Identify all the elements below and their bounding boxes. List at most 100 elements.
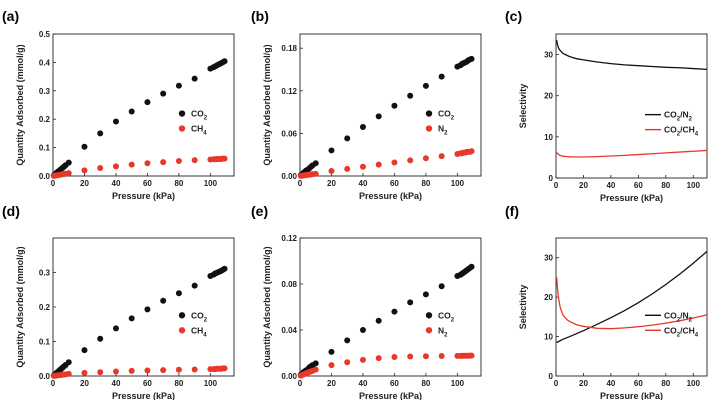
data-point bbox=[65, 370, 72, 377]
data-point bbox=[438, 73, 445, 80]
data-point bbox=[468, 55, 475, 62]
y-axis-label: Quantity Adsorbed (mmol/g) bbox=[15, 246, 25, 367]
data-point bbox=[175, 366, 182, 373]
x-tick-label: 0 bbox=[554, 379, 559, 388]
plot-frame bbox=[555, 33, 708, 179]
y-tick-label: 0.3 bbox=[39, 269, 51, 278]
y-tick-label: 0.3 bbox=[39, 87, 51, 96]
panel-label: (e) bbox=[251, 203, 268, 219]
data-point bbox=[160, 367, 167, 374]
data-point bbox=[175, 82, 182, 89]
data-point bbox=[81, 369, 88, 376]
data-point bbox=[375, 161, 382, 168]
data-point bbox=[191, 282, 198, 289]
x-tick-label: 60 bbox=[634, 379, 643, 388]
legend-label: CH4 bbox=[191, 124, 207, 137]
y-tick-label: 0.00 bbox=[281, 372, 297, 381]
data-point bbox=[359, 124, 366, 131]
data-point bbox=[438, 283, 445, 290]
y-tick-label: 30 bbox=[544, 51, 553, 60]
x-axis-label: Pressure (kPa) bbox=[600, 391, 663, 400]
legend-label: CO2/CH4 bbox=[664, 325, 699, 338]
y-axis-label: Selectivity bbox=[518, 285, 528, 330]
y-tick-label: 10 bbox=[544, 133, 553, 142]
y-tick-label: 0.04 bbox=[281, 326, 297, 335]
data-point bbox=[128, 108, 135, 115]
data-point bbox=[81, 347, 88, 354]
y-tick-label: 0.00 bbox=[281, 172, 297, 181]
data-point bbox=[438, 352, 445, 359]
data-point bbox=[328, 348, 335, 355]
data-point bbox=[468, 148, 475, 155]
series-line bbox=[556, 40, 708, 71]
data-point bbox=[128, 315, 135, 322]
legend-label: CO2/N2 bbox=[664, 310, 693, 323]
data-point bbox=[422, 155, 429, 162]
data-point bbox=[312, 366, 319, 373]
series-line bbox=[556, 277, 708, 330]
panel-label: (a) bbox=[2, 8, 19, 24]
data-point bbox=[359, 356, 366, 363]
legend-label: CO2/CH4 bbox=[664, 125, 699, 138]
chart-panel-2: (b) 0 20 40 60 80 100 0.00 0.06 0.12 0.18 Pressure … bbox=[251, 8, 482, 201]
x-tick-label: 0 bbox=[554, 181, 559, 190]
data-point bbox=[312, 160, 319, 167]
data-point bbox=[191, 366, 198, 373]
series-1 bbox=[556, 250, 708, 344]
x-tick-label: 60 bbox=[634, 181, 643, 190]
series-1 bbox=[50, 265, 228, 379]
data-point bbox=[191, 157, 198, 164]
legend-label: CO2 bbox=[191, 310, 208, 323]
legend-marker bbox=[425, 110, 433, 117]
data-point bbox=[65, 170, 72, 177]
x-tick-label: 20 bbox=[327, 379, 336, 388]
series-2 bbox=[556, 277, 708, 330]
chart-panel-1: (a) 0 20 40 60 80 100 0.0 0.1 0.2 0.3 0.4 0.5 Pressur… bbox=[2, 8, 235, 201]
series-line bbox=[556, 250, 708, 344]
x-tick-label: 40 bbox=[112, 379, 121, 388]
data-point bbox=[221, 365, 228, 372]
data-point bbox=[81, 167, 88, 174]
data-point bbox=[97, 130, 104, 137]
y-tick-label: 0 bbox=[549, 372, 554, 381]
data-point bbox=[128, 161, 135, 168]
y-axis-label: Quantity Adsorbed (mmol/g) bbox=[262, 246, 272, 367]
data-point bbox=[175, 157, 182, 164]
data-point bbox=[391, 102, 398, 109]
y-tick-label: 0.12 bbox=[281, 87, 297, 96]
panel-label: (c) bbox=[505, 8, 522, 24]
x-tick-label: 80 bbox=[174, 379, 183, 388]
x-tick-label: 100 bbox=[204, 379, 218, 388]
y-tick-label: 0.12 bbox=[281, 234, 297, 243]
y-tick-label: 0.0 bbox=[39, 372, 51, 381]
x-tick-label: 100 bbox=[451, 179, 465, 188]
data-point bbox=[391, 159, 398, 166]
y-tick-label: 0.0 bbox=[39, 172, 51, 181]
y-tick-label: 10 bbox=[544, 333, 553, 342]
data-point bbox=[144, 99, 151, 106]
legend-marker bbox=[425, 312, 433, 319]
data-point bbox=[175, 290, 182, 297]
x-tick-label: 0 bbox=[51, 379, 56, 388]
plot-frame bbox=[52, 237, 235, 377]
panel-label: (d) bbox=[2, 203, 20, 219]
plot-frame bbox=[52, 33, 235, 177]
series-2 bbox=[50, 155, 228, 179]
y-tick-label: 20 bbox=[544, 293, 553, 302]
x-tick-label: 80 bbox=[421, 179, 430, 188]
data-point bbox=[112, 163, 119, 170]
y-tick-label: 30 bbox=[544, 254, 553, 263]
data-point bbox=[407, 92, 414, 99]
data-point bbox=[112, 118, 119, 125]
plot-frame bbox=[555, 237, 708, 377]
data-point bbox=[112, 325, 119, 332]
x-tick-label: 40 bbox=[359, 179, 368, 188]
y-tick-label: 0.4 bbox=[39, 58, 51, 67]
data-point bbox=[344, 165, 351, 172]
x-tick-label: 80 bbox=[421, 379, 430, 388]
x-tick-label: 40 bbox=[606, 181, 615, 190]
series-2 bbox=[556, 149, 708, 158]
data-point bbox=[407, 353, 414, 360]
data-point bbox=[468, 352, 475, 359]
legend-label: N2 bbox=[438, 325, 448, 338]
